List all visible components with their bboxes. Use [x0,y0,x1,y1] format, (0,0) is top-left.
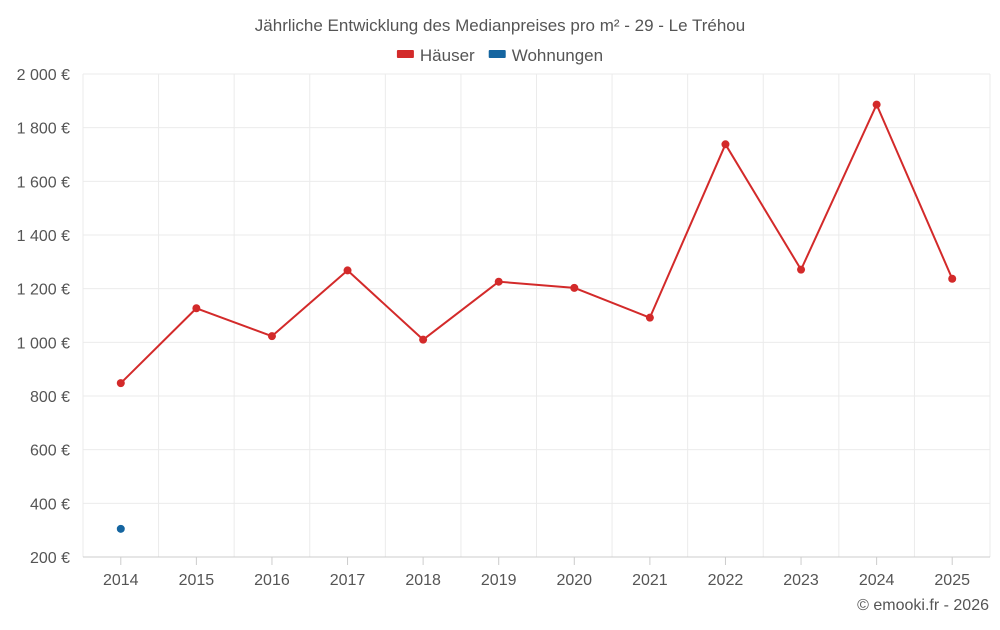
legend: Häuser Wohnungen [396,46,603,65]
legend-swatch [488,50,506,58]
data-point[interactable] [116,524,125,533]
x-tick-label: 2017 [330,572,366,589]
data-point[interactable] [948,274,957,283]
x-tick-label: 2016 [254,572,290,589]
data-point[interactable] [267,332,276,341]
y-tick-label: 1 200 € [17,282,70,299]
legend-item[interactable]: Wohnungen [488,46,603,65]
x-tick-label: 2023 [783,572,819,589]
data-point[interactable] [645,313,654,322]
x-tick-label: 2022 [708,572,744,589]
x-tick-label: 2019 [481,572,517,589]
series-line-häuser [120,103,954,384]
y-tick-label: 600 € [30,443,70,460]
x-tick-label: 2015 [179,572,215,589]
legend-swatch [396,50,414,58]
x-tick-label: 2025 [934,572,970,589]
data-point[interactable] [192,304,201,313]
y-tick-label: 1 000 € [17,335,70,352]
legend-item[interactable]: Häuser [396,46,475,65]
grid-layer [82,73,991,558]
series-layer [116,100,957,533]
credit-text: © emooki.fr - 2026 [857,597,989,614]
x-tick-label: 2018 [405,572,441,589]
data-point[interactable] [570,283,579,292]
y-tick-label: 800 € [30,389,70,406]
x-tick-label: 2021 [632,572,668,589]
x-tick-label: 2020 [556,572,592,589]
data-point[interactable] [872,100,881,109]
data-point[interactable] [494,277,503,286]
legend-label: Häuser [420,46,475,65]
y-tick-label: 1 800 € [17,121,70,138]
y-tick-label: 200 € [30,550,70,567]
x-tick-label: 2024 [859,572,895,589]
data-point[interactable] [116,379,125,388]
x-tick-label: 2014 [103,572,139,589]
chart-title: Jährliche Entwicklung des Medianpreises … [255,16,745,35]
data-point[interactable] [797,265,806,274]
axis-layer: 200 € 400 € 600 € 800 € 1 000 € 1 200 € 1 400 … [17,67,990,589]
data-point[interactable] [419,335,428,344]
data-point[interactable] [721,140,730,149]
legend-label: Wohnungen [512,46,603,65]
y-tick-label: 2 000 € [17,67,70,84]
y-tick-label: 1 600 € [17,174,70,191]
data-point[interactable] [343,266,352,275]
y-tick-label: 1 400 € [17,228,70,245]
y-tick-label: 400 € [30,496,70,513]
